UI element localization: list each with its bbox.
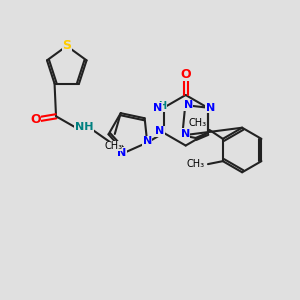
- Text: NH: NH: [75, 122, 94, 132]
- Text: H: H: [158, 101, 166, 111]
- Text: N: N: [153, 103, 163, 112]
- Text: N: N: [181, 129, 190, 139]
- Text: CH₃: CH₃: [188, 118, 206, 128]
- Text: N: N: [142, 136, 152, 146]
- Text: N: N: [184, 100, 193, 110]
- Text: CH₃: CH₃: [187, 159, 205, 169]
- Text: N: N: [206, 103, 215, 112]
- Text: S: S: [62, 40, 71, 52]
- Text: O: O: [30, 113, 40, 126]
- Text: N: N: [155, 126, 164, 136]
- Text: O: O: [180, 68, 191, 81]
- Text: N: N: [117, 148, 127, 158]
- Text: CH₃: CH₃: [104, 141, 122, 152]
